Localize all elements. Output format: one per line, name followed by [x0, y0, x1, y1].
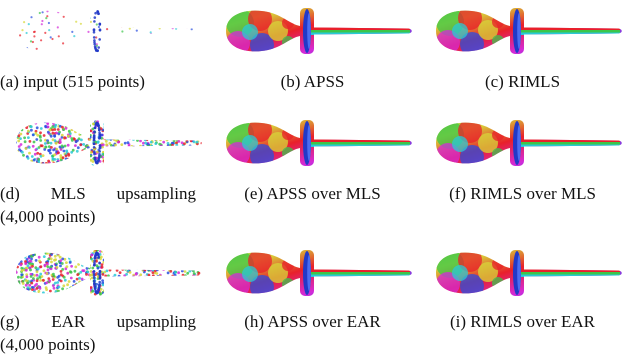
caption-g-word: (g) — [0, 312, 20, 331]
panel-i: (i) RIMLS over EAR — [420, 242, 625, 357]
surface-reconstruction-image — [226, 250, 412, 296]
caption-d-word: upsampling — [116, 184, 196, 203]
surface-reconstruction-image — [436, 250, 622, 296]
caption-d-line2: (4,000 points) — [0, 207, 96, 226]
surface-body — [436, 250, 622, 296]
panel-f: (f) RIMLS over MLS — [420, 112, 625, 227]
surface-body — [436, 120, 622, 166]
panel-e: (e) APSS over MLS — [210, 112, 415, 227]
panel-a: (a) input (515 points) — [0, 0, 205, 115]
caption-g-word: upsampling — [116, 312, 196, 331]
panel-c: (c) RIMLS — [420, 0, 625, 115]
caption-i: (i) RIMLS over EAR — [450, 312, 595, 331]
point-cloud-image — [16, 8, 202, 54]
panel-b: (b) APSS — [210, 0, 415, 115]
panel-h: (h) APSS over EAR — [210, 242, 415, 357]
surface-body — [226, 8, 412, 54]
caption-b: (b) APSS — [280, 72, 345, 91]
surface-body — [226, 250, 412, 296]
point-cloud-image — [16, 250, 202, 296]
caption-c: (c) RIMLS — [484, 72, 561, 91]
caption-g-line2: (4,000 points) — [0, 335, 96, 354]
surface-reconstruction-image — [226, 120, 412, 166]
caption-a: (a) input (515 points) — [0, 72, 145, 91]
surface-reconstruction-image — [436, 120, 622, 166]
point-cloud — [16, 250, 202, 296]
caption-e: (e) APSS over MLS — [244, 184, 381, 203]
surface-reconstruction-image — [226, 8, 412, 54]
caption-g-word: EAR — [51, 312, 86, 331]
caption-f: (f) RIMLS over MLS — [449, 184, 596, 203]
caption-d-word: (d) — [0, 184, 20, 203]
surface-body — [436, 8, 622, 54]
caption-g: (g) EAR upsampling — [0, 311, 196, 332]
caption-d-word: MLS — [50, 184, 86, 203]
caption-d: (d) MLS upsampling — [0, 183, 196, 204]
point-cloud-image — [16, 120, 202, 166]
point-cloud — [16, 8, 202, 54]
surface-body — [226, 120, 412, 166]
point-cloud — [16, 120, 202, 166]
caption-h: (h) APSS over EAR — [244, 312, 381, 331]
panel-d: (d) MLS upsampling (4,000 points) — [0, 112, 205, 227]
panel-g: (g) EAR upsampling (4,000 points) — [0, 242, 205, 357]
surface-reconstruction-image — [436, 8, 622, 54]
